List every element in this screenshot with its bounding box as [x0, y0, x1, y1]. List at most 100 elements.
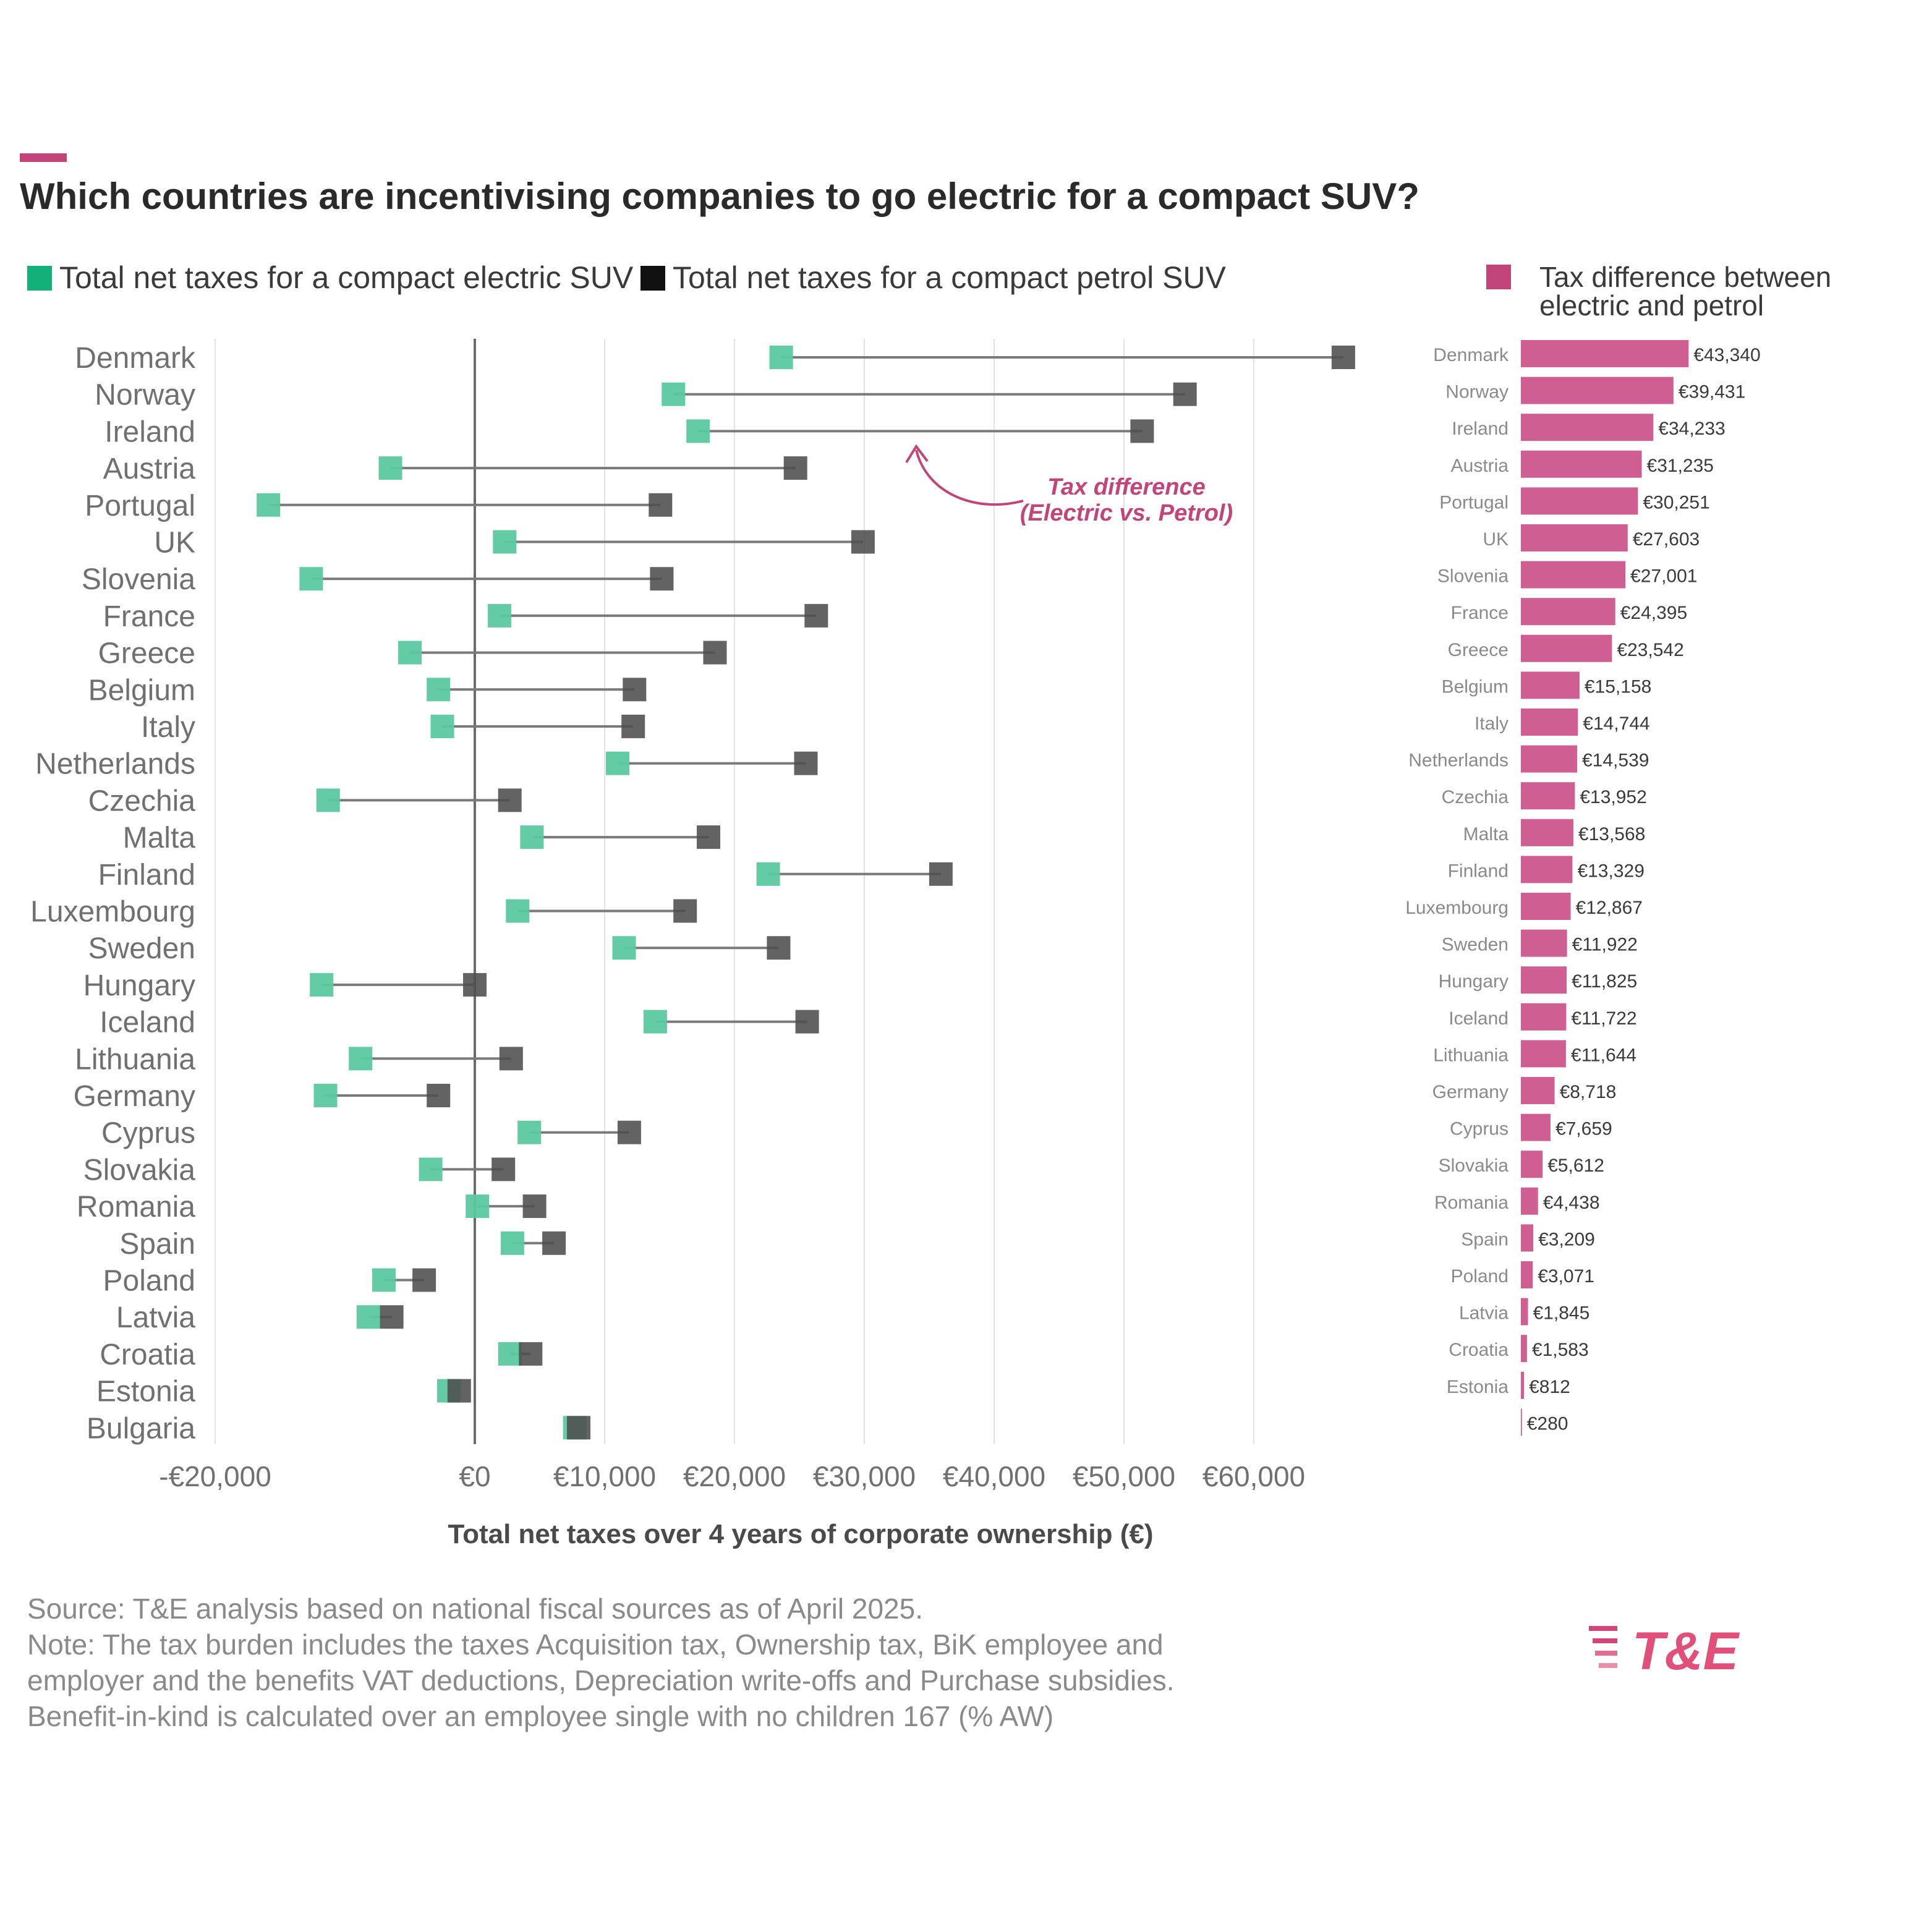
difference-bar-poland: [1521, 1261, 1533, 1288]
country-label-uk: UK: [154, 527, 195, 560]
electric-marker-ireland: [686, 419, 710, 443]
petrol-marker-luxembourg: [673, 899, 697, 923]
country-label-spain: Spain: [119, 1228, 195, 1261]
difference-bar-germany: [1521, 1077, 1555, 1104]
electric-marker-hungary: [310, 972, 334, 997]
note-line-3: Benefit-in-kind is calculated over an em…: [27, 1700, 1053, 1732]
petrol-marker-slovakia: [492, 1157, 516, 1181]
electric-marker-sweden: [612, 936, 636, 960]
bar-value-slovakia: €5,612: [1547, 1155, 1604, 1176]
bar-value-latvia: €1,845: [1533, 1303, 1590, 1324]
bar-country-slovakia: Slovakia: [1439, 1155, 1509, 1176]
electric-marker-austria: [378, 456, 402, 480]
difference-bar-ireland: [1521, 414, 1654, 441]
bar-country-finland: Finland: [1448, 861, 1509, 881]
bar-country-romania: Romania: [1434, 1193, 1509, 1213]
source-note: Source: T&E analysis based on national f…: [27, 1593, 923, 1625]
electric-marker-lithuania: [349, 1047, 373, 1071]
country-label-portugal: Portugal: [85, 490, 195, 522]
electric-marker-uk: [493, 530, 517, 554]
electric-marker-slovakia: [419, 1157, 443, 1181]
difference-bar-croatia: [1521, 1335, 1527, 1363]
bar-country-labels: Denmark Norway Ireland Austria Portugal UK Slo…: [1405, 345, 1509, 1397]
annotation-arrow-head: [905, 444, 929, 464]
bar-value-ireland: €34,233: [1658, 419, 1725, 439]
electric-marker-luxembourg: [506, 899, 530, 923]
bar-value-slovenia: €27,001: [1630, 566, 1697, 587]
country-label-norway: Norway: [95, 379, 195, 412]
petrol-marker-lithuania: [499, 1047, 523, 1071]
petrol-marker-hungary: [463, 972, 487, 997]
country-labels: DenmarkNorwayIrelandAustriaPortugalUKSlo…: [30, 342, 196, 1445]
bar-value-denmark: €43,340: [1693, 345, 1760, 365]
petrol-marker-greece: [703, 640, 727, 665]
bar-value-belgium: €15,158: [1585, 676, 1651, 697]
x-tick-label-6: €50,000: [1073, 1460, 1175, 1492]
bar-value-greece: €23,542: [1617, 640, 1683, 660]
electric-marker-denmark: [769, 346, 793, 369]
country-label-poland: Poland: [103, 1265, 195, 1298]
electric-marker-italy: [430, 715, 454, 738]
legend-petrol-label: Total net taxes for a compact petrol SUV: [673, 260, 1227, 295]
bar-value-sweden: €11,922: [1572, 935, 1638, 955]
electric-marker-finland: [756, 862, 780, 886]
petrol-marker-slovenia: [650, 567, 674, 591]
difference-bar-bulgaria: [1521, 1408, 1522, 1436]
electric-marker-germany: [313, 1084, 338, 1107]
bar-value-romania: €4,438: [1543, 1193, 1600, 1213]
petrol-marker-romania: [522, 1194, 547, 1219]
petrol-marker-norway: [1173, 382, 1197, 406]
bar-country-croatia: Croatia: [1449, 1340, 1509, 1360]
bar-value-czechia: €13,952: [1580, 787, 1646, 807]
petrol-marker-croatia: [519, 1342, 543, 1366]
legend-difference-label-line1: Tax difference between: [1539, 261, 1831, 293]
x-tick-label-7: €60,000: [1202, 1460, 1305, 1492]
electric-marker-latvia: [356, 1305, 380, 1329]
bar-country-portugal: Portugal: [1439, 492, 1509, 513]
petrol-marker-belgium: [623, 678, 647, 702]
difference-bar-belgium: [1521, 671, 1580, 699]
petrol-marker-ireland: [1130, 419, 1154, 443]
difference-bar-slovenia: [1521, 561, 1626, 589]
difference-bar-uk: [1521, 524, 1628, 551]
legend-petrol-swatch: [640, 266, 665, 291]
difference-bar-luxembourg: [1521, 893, 1571, 920]
country-label-france: France: [103, 600, 195, 633]
petrol-marker-estonia: [447, 1379, 471, 1403]
country-label-denmark: Denmark: [75, 342, 196, 375]
x-tick-label-2: €10,000: [553, 1460, 656, 1492]
petrol-marker-sweden: [767, 936, 791, 960]
petrol-marker-germany: [427, 1084, 451, 1107]
petrol-marker-spain: [542, 1231, 566, 1255]
electric-marker-czechia: [316, 788, 340, 812]
annotation-line1: Tax difference: [1047, 474, 1206, 500]
legend-difference-swatch: [1486, 265, 1511, 289]
bar-value-bulgaria: €280: [1527, 1413, 1568, 1434]
country-label-iceland: Iceland: [100, 1006, 195, 1039]
difference-bar-austria: [1521, 450, 1642, 478]
bar-country-italy: Italy: [1475, 713, 1509, 734]
difference-bar-malta: [1521, 819, 1573, 846]
electric-marker-malta: [520, 825, 544, 849]
difference-bar-greece: [1521, 634, 1612, 662]
country-label-romania: Romania: [77, 1191, 195, 1223]
electric-marker-greece: [398, 640, 422, 665]
difference-bar-finland: [1521, 856, 1573, 883]
bar-country-latvia: Latvia: [1459, 1303, 1509, 1324]
country-label-germany: Germany: [74, 1080, 195, 1113]
difference-bar-hungary: [1521, 966, 1567, 994]
electric-marker-france: [487, 603, 511, 628]
electric-marker-iceland: [643, 1010, 667, 1034]
bar-country-greece: Greece: [1448, 640, 1509, 660]
chart-title: Which countries are incentivising compan…: [20, 176, 1419, 217]
bar-value-luxembourg: €12,867: [1576, 898, 1643, 918]
electric-marker-poland: [372, 1268, 396, 1292]
bar-value-germany: €8,718: [1560, 1082, 1617, 1102]
petrol-marker-denmark: [1331, 346, 1355, 369]
electric-marker-belgium: [427, 678, 451, 702]
bar-value-netherlands: €14,539: [1582, 751, 1649, 771]
electric-marker-spain: [500, 1231, 524, 1255]
bar-country-netherlands: Netherlands: [1408, 751, 1509, 771]
bar-value-iceland: €11,722: [1571, 1008, 1636, 1029]
bar-value-hungary: €11,825: [1572, 971, 1637, 992]
